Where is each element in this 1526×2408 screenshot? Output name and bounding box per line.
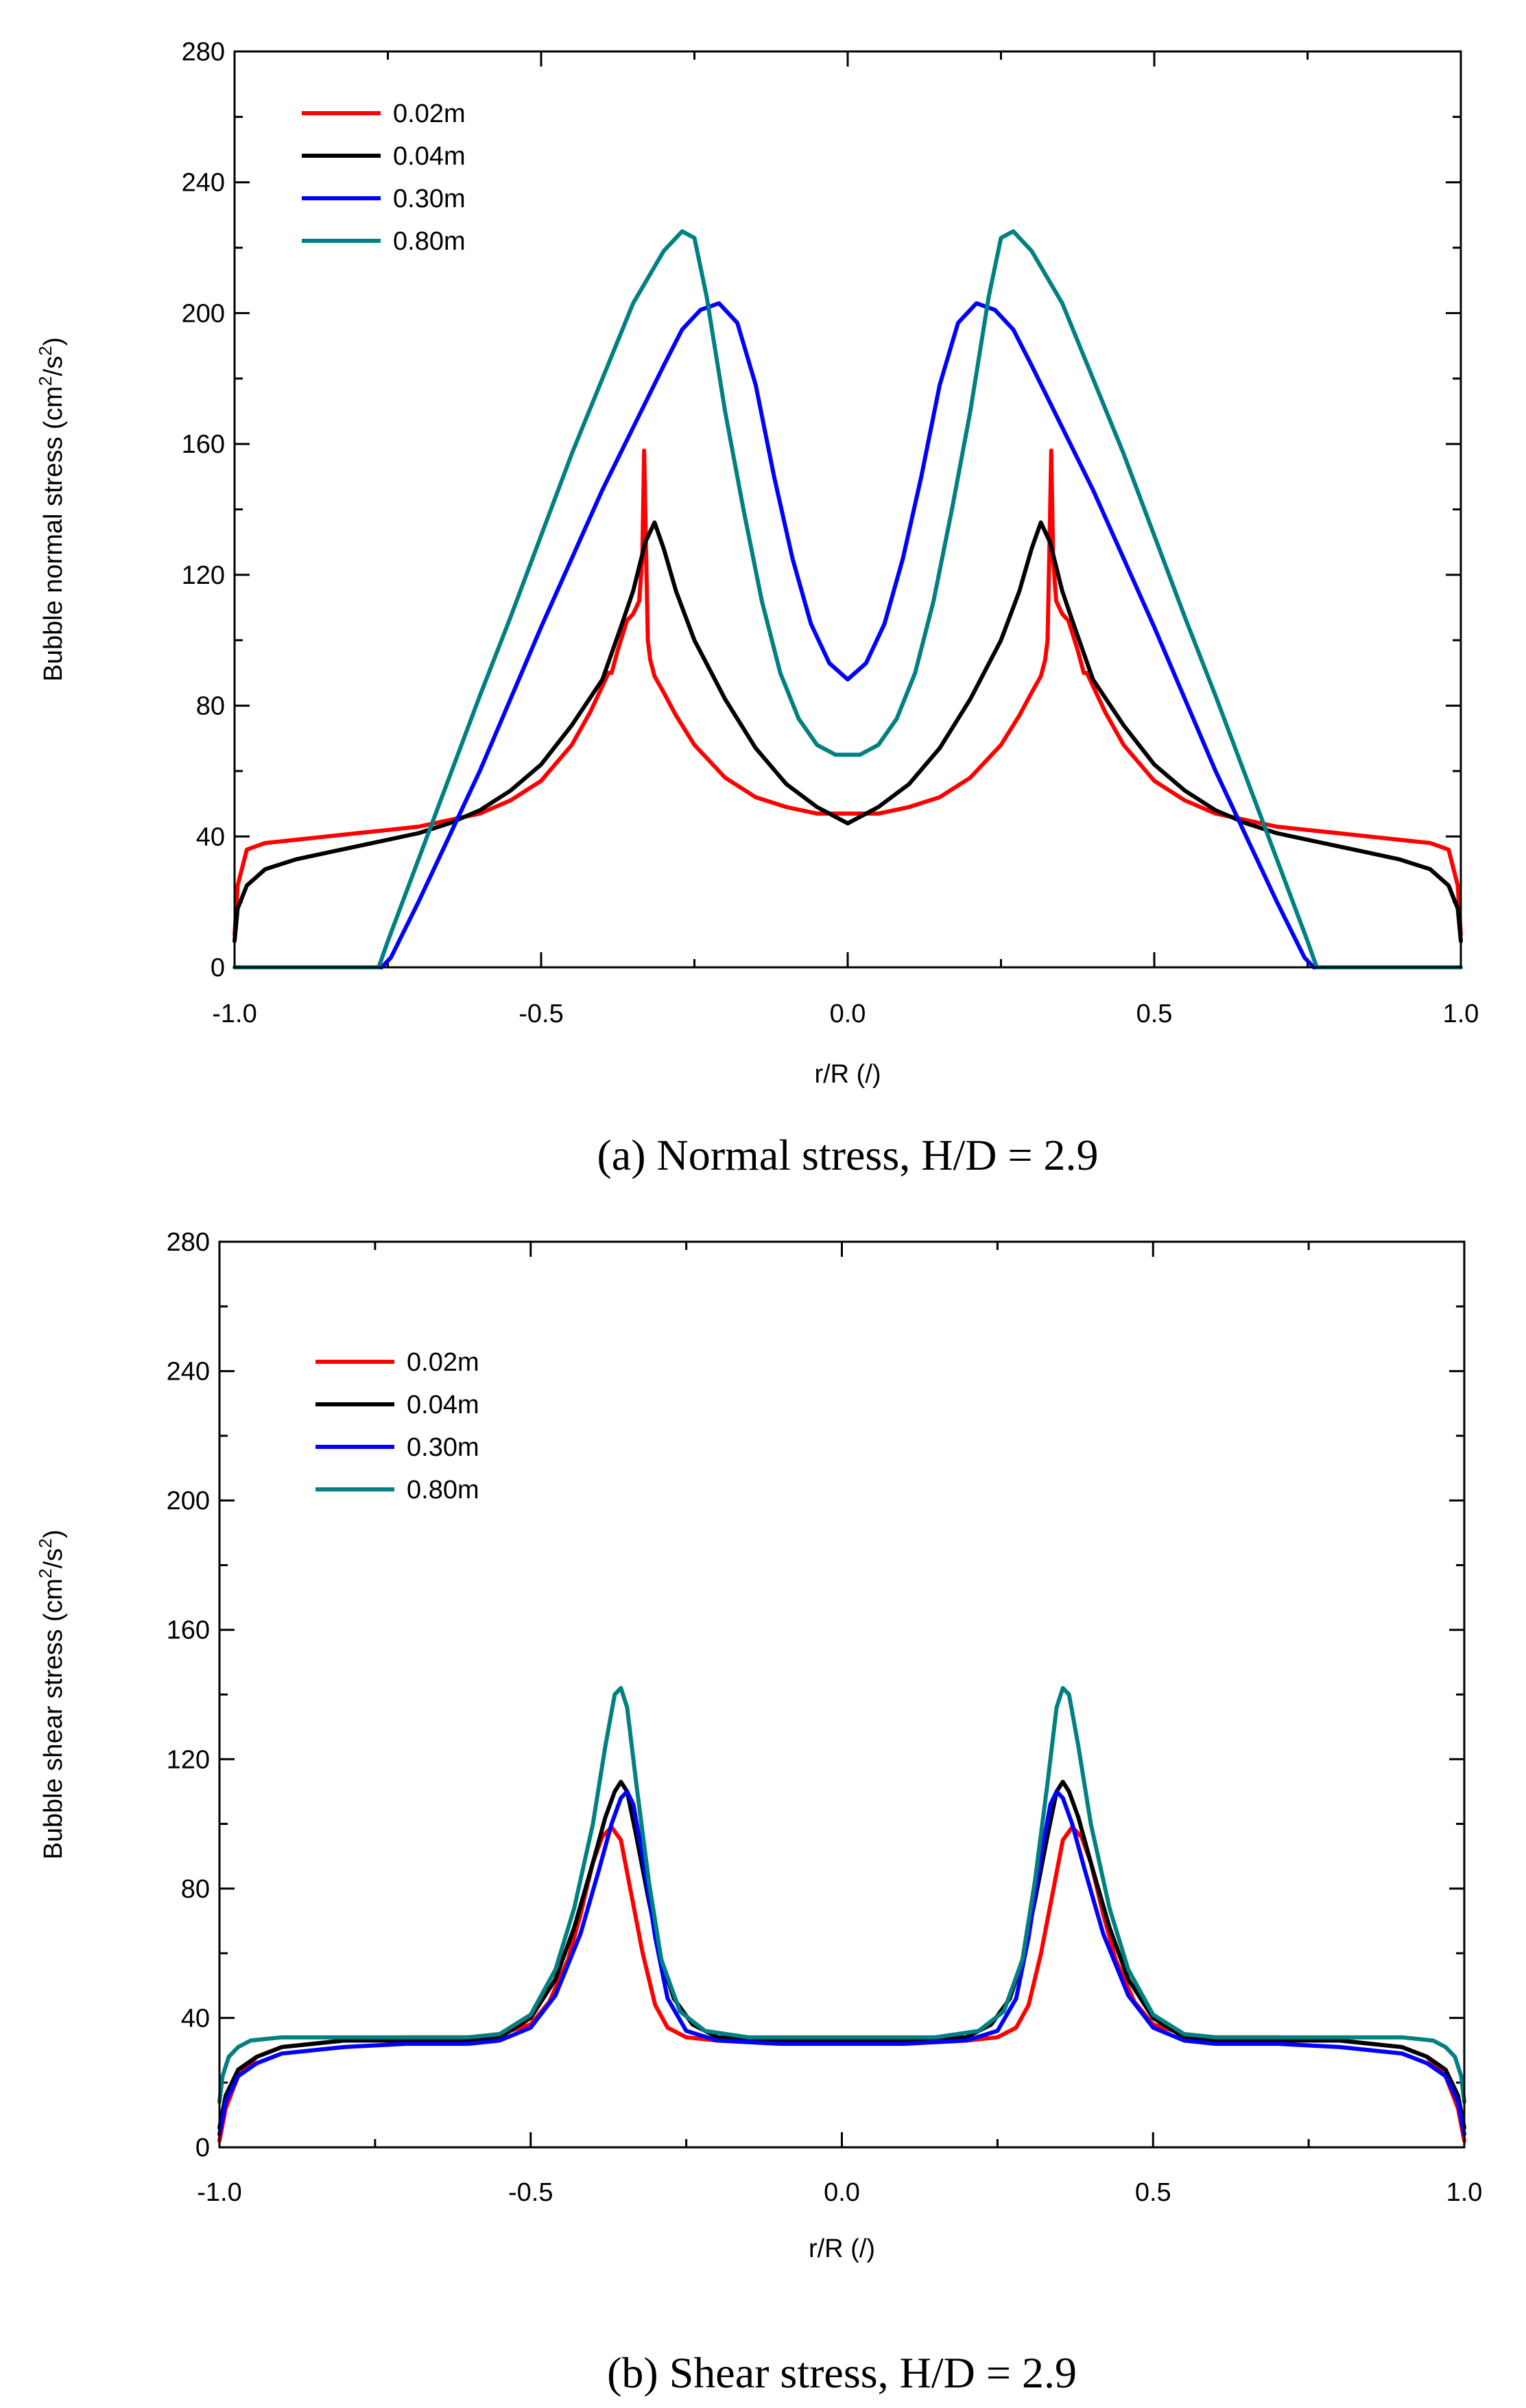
panel-a-legend: 0.02m 0.04m 0.30m 0.80m — [302, 99, 466, 256]
panel-b-legend: 0.02m 0.04m 0.30m 0.80m — [315, 1348, 479, 1504]
legend-label-0.04m: 0.04m — [393, 142, 466, 171]
series-line-0.02m — [233, 448, 1463, 937]
panel-b-ticks — [218, 1240, 1466, 2149]
panel-a-plot-frame — [233, 50, 1462, 969]
y-tick-label: 240 — [182, 169, 225, 198]
y-tick-label: 80 — [196, 692, 225, 721]
panel-b-series — [217, 1686, 1466, 2143]
series-line-0.30m — [217, 1789, 1466, 2137]
y-tick-label: 120 — [182, 561, 225, 590]
y-tick-label: 0 — [195, 2134, 210, 2162]
x-tick-label: 0.0 — [830, 1000, 866, 1028]
legend-label-0.02m: 0.02m — [407, 1348, 479, 1377]
panel-a-normal-stress-chart: -1.0 -0.5 0.0 0.5 1.0 0 40 80 120 160 200 240 280 r… — [35, 38, 1479, 1179]
panel-b-caption: (b) Shear stress, H/D = 2.9 — [607, 2348, 1077, 2397]
panel-a-caption: (a) Normal stress, H/D = 2.9 — [597, 1131, 1098, 1179]
y-tick-label: 40 — [196, 823, 225, 851]
legend-label-0.80m: 0.80m — [393, 227, 466, 256]
legend-label-0.30m: 0.30m — [407, 1433, 479, 1462]
x-tick-label: 1.0 — [1446, 2178, 1483, 2207]
panel-a-x-axis-title: r/R (/) — [814, 1060, 881, 1089]
series-line-0.80m — [217, 1686, 1466, 2104]
panel-a-y-axis-title: Bubble normal stress (cm2/s2) — [35, 338, 68, 682]
x-tick-label: -0.5 — [518, 1000, 563, 1028]
panel-b-y-axis-title: Bubble shear stress (cm2/s2) — [35, 1530, 68, 1860]
y-tick-label: 40 — [181, 2004, 210, 2033]
x-tick-label: 0.5 — [1136, 1000, 1173, 1028]
y-tick-label: 0 — [211, 954, 225, 982]
y-tick-label: 160 — [182, 430, 225, 459]
panel-a-series — [233, 229, 1463, 969]
series-line-0.02m — [217, 1825, 1466, 2143]
panel-b-plot-frame — [218, 1240, 1466, 2149]
y-tick-label: 280 — [167, 1228, 210, 1257]
x-tick-label: 0.5 — [1135, 2178, 1171, 2207]
series-line-0.80m — [233, 229, 1463, 969]
legend-label-0.80m: 0.80m — [407, 1476, 479, 1504]
y-tick-label: 240 — [167, 1358, 210, 1386]
x-tick-label: -0.5 — [508, 2178, 553, 2207]
panel-a-x-tick-labels: -1.0 -0.5 0.0 0.5 1.0 — [212, 1000, 1479, 1028]
x-tick-label: 1.0 — [1443, 1000, 1479, 1028]
panel-b-y-tick-labels: 0 40 80 120 160 200 240 280 — [167, 1228, 210, 2162]
legend-label-0.30m: 0.30m — [393, 185, 466, 213]
x-tick-label: -1.0 — [197, 2178, 241, 2207]
y-tick-label: 280 — [182, 38, 225, 67]
panel-a-ticks — [233, 50, 1462, 969]
y-tick-label: 120 — [167, 1745, 210, 1774]
series-line-0.04m — [217, 1780, 1466, 2130]
y-tick-label: 200 — [167, 1487, 210, 1515]
panel-b-x-tick-labels: -1.0 -0.5 0.0 0.5 1.0 — [197, 2178, 1482, 2207]
series-line-0.30m — [233, 301, 1463, 969]
series-line-0.04m — [233, 520, 1463, 943]
x-tick-label: -1.0 — [212, 1000, 257, 1028]
legend-label-0.04m: 0.04m — [407, 1391, 479, 1419]
y-tick-label: 160 — [167, 1616, 210, 1645]
y-tick-label: 80 — [181, 1875, 210, 1904]
panel-b-x-axis-title: r/R (/) — [809, 2234, 875, 2263]
panel-a-y-tick-labels: 0 40 80 120 160 200 240 280 — [182, 38, 225, 982]
x-tick-label: 0.0 — [824, 2178, 860, 2207]
legend-label-0.02m: 0.02m — [393, 99, 466, 128]
y-tick-label: 200 — [182, 299, 225, 328]
panel-b-shear-stress-chart: -1.0 -0.5 0.0 0.5 1.0 0 40 80 120 160 200 240 280 r… — [35, 1228, 1482, 2397]
